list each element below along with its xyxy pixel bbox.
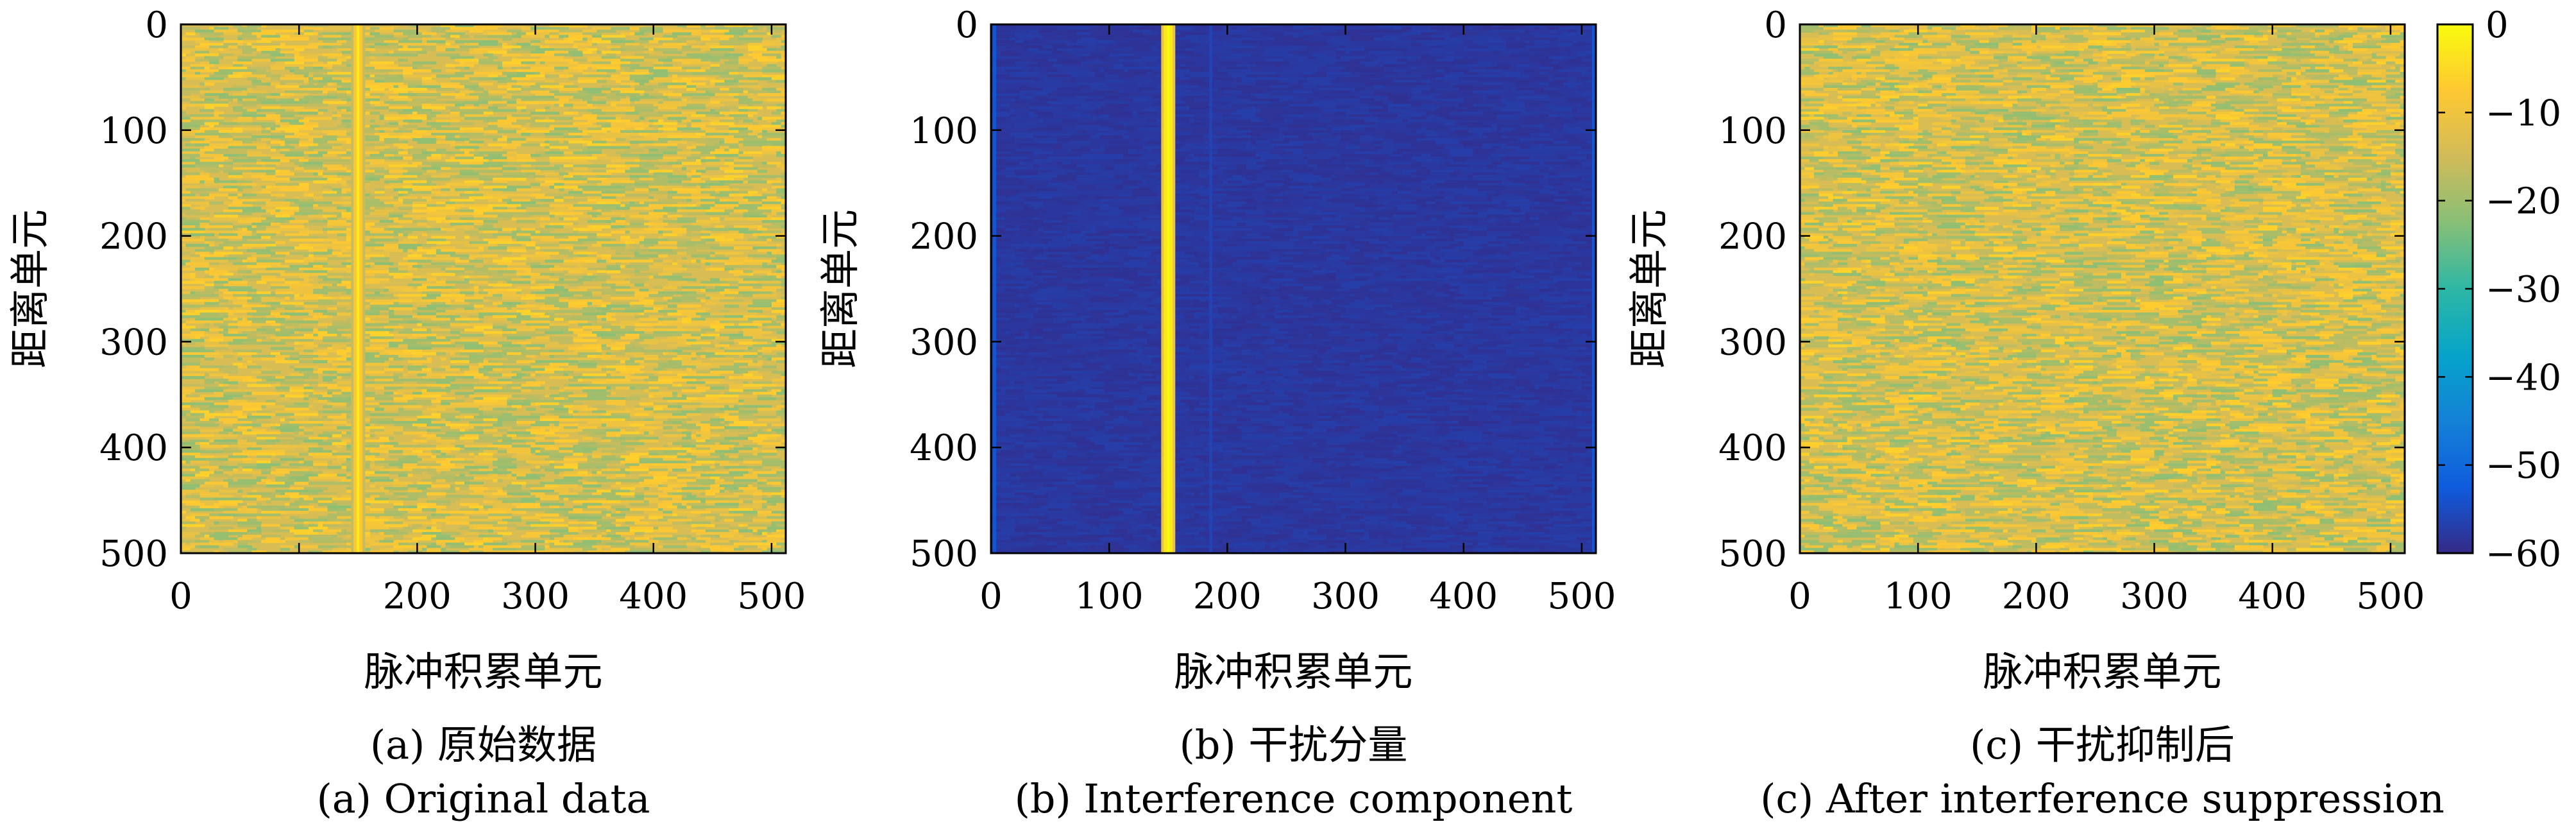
y-tick-label: 500 [1718, 533, 1787, 575]
colorbar-tick-label: −10 [2486, 92, 2561, 134]
y-axis-label: 距离单元 [6, 209, 53, 368]
colorbar-tick-label: −50 [2486, 445, 2561, 487]
x-tick-label: 0 [169, 576, 192, 617]
y-tick-label: 100 [1718, 110, 1787, 152]
x-tick-label: 400 [1429, 576, 1498, 617]
y-tick-label: 400 [99, 427, 168, 469]
x-tick-label: 300 [1311, 576, 1380, 617]
caption-en: (a) Original data [317, 775, 650, 822]
x-tick-label: 500 [737, 576, 806, 617]
colorbar-tick-label: 0 [2486, 4, 2509, 46]
y-tick-label: 400 [1718, 427, 1787, 469]
x-tick-label: 500 [2356, 576, 2425, 617]
y-tick-label: 300 [910, 322, 978, 363]
heatmap-1 [181, 24, 786, 553]
x-axis-label: 脉冲积累单元 [1983, 648, 2221, 695]
y-axis-label: 距离单元 [1625, 209, 1672, 368]
colorbar-tick-label: −40 [2486, 357, 2561, 399]
panel-2: 0 100 200 300 400 5000100200300400500脉冲积累单元距离… [817, 4, 1616, 822]
colorbar-tick-label: −30 [2486, 269, 2561, 311]
x-tick-label: 0 [979, 576, 1003, 617]
heatmap-3 [1800, 24, 2405, 553]
x-tick-label: 100 [1884, 576, 1953, 617]
x-tick-label: 200 [383, 576, 452, 617]
x-tick-label: 500 [1547, 576, 1616, 617]
caption-zh: (c) 干扰抑制后 [1970, 721, 2235, 768]
interference-line-3 [993, 24, 997, 553]
x-tick-label: 400 [619, 576, 688, 617]
x-axis-label: 脉冲积累单元 [364, 648, 602, 695]
panel-3: 0 100 200 300 400 5000100200300400500脉冲积累单元距离… [1625, 4, 2445, 822]
interference-line-4 [1591, 24, 1595, 553]
x-tick-label: 100 [1075, 576, 1144, 617]
colorbar-tick-label: −20 [2486, 181, 2561, 223]
x-tick-label: 400 [2238, 576, 2307, 617]
x-tick-label: 0 [1788, 576, 1811, 617]
caption-zh: (b) 干扰分量 [1180, 721, 1408, 768]
x-axis-label: 脉冲积累单元 [1174, 648, 1412, 695]
x-tick-label: 200 [1193, 576, 1262, 617]
x-tick-label: 300 [2120, 576, 2189, 617]
y-tick-label: 0 [145, 4, 168, 46]
y-tick-label: 200 [1718, 216, 1787, 258]
caption-zh: (a) 原始数据 [370, 721, 597, 768]
axes-frame [990, 23, 1597, 554]
colorbar: 0 −10 −20 −30 −40 −50 −60 [2436, 4, 2561, 575]
caption-en: (c) After interference suppression [1760, 775, 2445, 822]
y-tick-label: 300 [99, 322, 168, 363]
y-tick-label: 100 [99, 110, 168, 152]
y-tick-label: 0 [955, 4, 978, 46]
caption-en: (b) Interference component [1015, 775, 1573, 822]
y-tick-label: 100 [910, 110, 978, 152]
y-tick-label: 400 [910, 427, 978, 469]
heatmap-2 [991, 24, 1596, 553]
y-tick-label: 300 [1718, 322, 1787, 363]
colorbar-tick-label: −60 [2486, 533, 2561, 575]
y-tick-label: 200 [910, 216, 978, 258]
axes-frame [180, 23, 787, 554]
y-tick-label: 500 [99, 533, 168, 575]
y-tick-label: 500 [910, 533, 978, 575]
panel-1: 0 200 300 400 5000100200300400500脉冲积累单元距离单元(… [6, 4, 806, 822]
y-tick-label: 200 [99, 216, 168, 258]
axes-frame [1799, 23, 2406, 554]
x-tick-label: 300 [501, 576, 570, 617]
x-tick-label: 200 [2002, 576, 2071, 617]
y-tick-label: 0 [1764, 4, 1787, 46]
y-axis-label: 距离单元 [817, 209, 863, 368]
interference-line-2 [1209, 24, 1213, 553]
